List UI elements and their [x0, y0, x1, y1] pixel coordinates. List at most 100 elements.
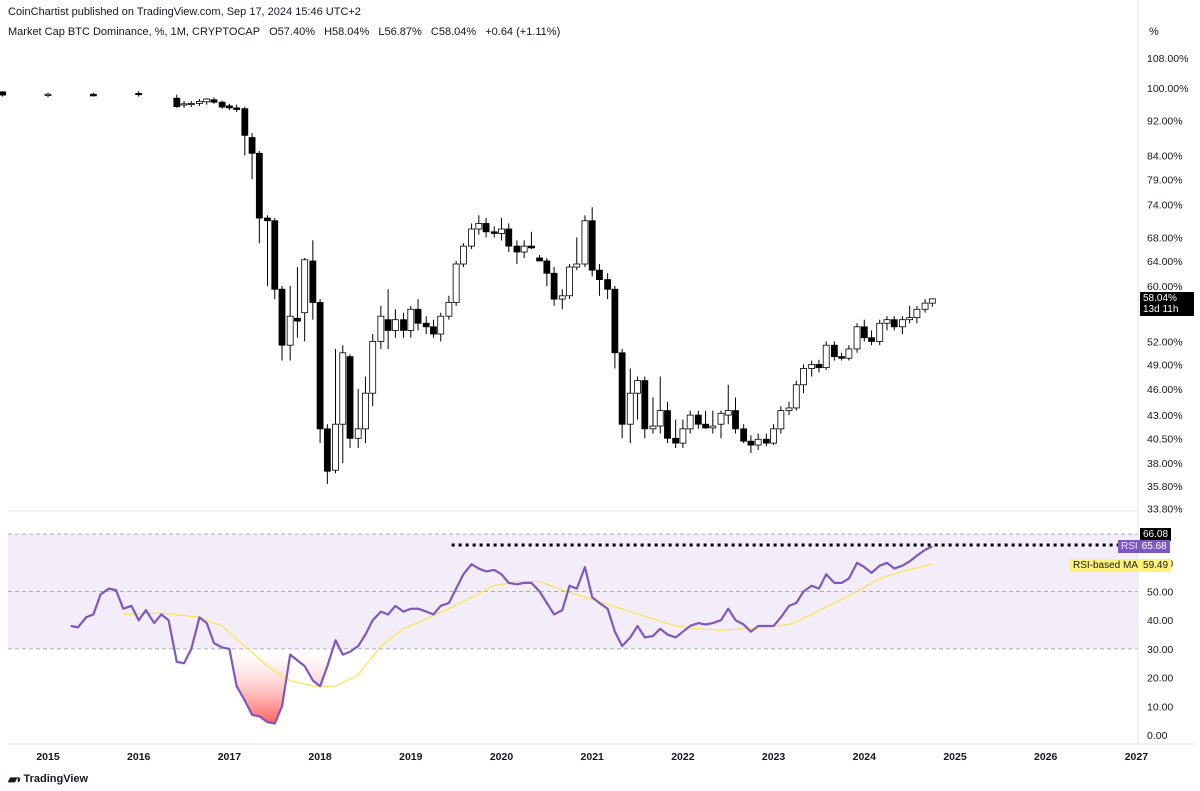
candle: [649, 397, 657, 434]
candle-body: [709, 425, 717, 429]
candle: [89, 92, 97, 97]
candle-body: [180, 103, 188, 106]
ohlc-low: L56.87%: [378, 26, 422, 38]
time-tick-label: 2019: [399, 751, 423, 763]
candle: [808, 360, 816, 377]
candle-body: [301, 259, 309, 314]
candle-body: [520, 245, 528, 253]
candle: [709, 410, 717, 434]
candle: [468, 223, 475, 250]
price-tick-label: 35.80%: [1147, 481, 1183, 493]
candle: [203, 98, 211, 105]
candle-body: [255, 152, 263, 219]
time-tick-label: 2027: [1125, 751, 1149, 763]
candle-body: [898, 319, 906, 328]
countdown-label: 13d 11h: [1143, 304, 1179, 315]
rsi-value-tag: RSI 65.68: [1118, 540, 1170, 553]
candle: [400, 312, 407, 338]
candle: [301, 257, 309, 342]
candle-body: [422, 322, 430, 328]
candle-body: [354, 428, 362, 439]
candle-body: [400, 319, 407, 331]
candle: [777, 406, 785, 434]
rsi-ma-label: RSI-based MA: [1073, 560, 1139, 571]
candle-body: [339, 352, 347, 425]
tradingview-logo[interactable]: ▰◗ TradingView: [8, 772, 88, 786]
candle: [264, 215, 271, 286]
price-axis-unit[interactable]: %: [1149, 26, 1159, 38]
rsi-ma-value: 59.49: [1143, 560, 1169, 571]
candle-body: [407, 308, 415, 331]
time-tick-label: 2021: [581, 751, 605, 763]
publisher-line: CoinChartist published on TradingView.co…: [8, 6, 361, 18]
candle: [679, 419, 687, 448]
candle: [686, 410, 694, 434]
candle-body: [868, 337, 875, 342]
candle-body: [498, 228, 505, 234]
candle-body: [785, 407, 793, 412]
candle: [490, 226, 498, 238]
candle: [604, 273, 612, 300]
candle: [876, 319, 884, 346]
time-axis[interactable]: 2015 2016 2017 2018 2019 2020 2021 2022 2023 2024…: [8, 743, 1195, 763]
candle: [543, 257, 551, 286]
candle-body: [278, 288, 286, 346]
candle-body: [740, 428, 748, 442]
candle: [566, 264, 573, 300]
candle: [792, 380, 800, 411]
time-tick-label: 2020: [490, 751, 514, 763]
candle: [391, 309, 399, 338]
time-tick-label: 2018: [308, 751, 332, 763]
candle-body: [883, 319, 891, 324]
price-tick-label: 68.00%: [1147, 232, 1183, 244]
price-axis[interactable]: 108.00% 100.00% 92.00% 84.00% 79.00% 74.00% 68…: [1137, 0, 1188, 744]
candle: [233, 104, 241, 112]
candle-body: [309, 260, 317, 303]
candle: [762, 433, 770, 447]
candle-body: [717, 412, 725, 425]
candle-body: [362, 392, 369, 430]
symbol-legend[interactable]: Market Cap BTC Dominance, %, 1M, CRYPTOC…: [8, 26, 566, 38]
candle-body: [225, 105, 233, 109]
candle-body: [460, 245, 467, 265]
candle: [339, 345, 347, 463]
rsi-ma-line: [123, 563, 933, 687]
candle: [294, 267, 301, 338]
candle-body: [414, 308, 422, 324]
candle-body: [853, 326, 861, 350]
candle-body: [762, 438, 770, 444]
time-tick-label: 2022: [671, 751, 695, 763]
symbol-name[interactable]: Market Cap BTC Dominance, %, 1M, CRYPTOC…: [8, 26, 261, 38]
candle-body: [218, 101, 226, 108]
rsi-pane[interactable]: [8, 533, 1138, 725]
candle: [528, 231, 535, 250]
candle-body: [581, 220, 589, 265]
candle: [286, 285, 294, 361]
candle-body: [173, 97, 181, 108]
candle-body: [770, 428, 777, 444]
current-price-tag: 58.04% 13d 11h: [1140, 292, 1194, 316]
candle-body: [286, 315, 294, 346]
candle: [890, 316, 898, 331]
candle-body: [800, 368, 807, 386]
candle-body: [550, 272, 558, 300]
candle: [558, 289, 566, 310]
candle-body: [724, 410, 732, 416]
price-tick-label: 46.00%: [1147, 384, 1183, 396]
price-tick-label: 100.00%: [1147, 83, 1188, 95]
candle: [853, 323, 861, 353]
candle-body: [271, 220, 279, 290]
candle: [672, 419, 680, 448]
candle-body: [203, 98, 211, 103]
rsi-line: [70, 545, 933, 725]
time-tick-label: 2023: [762, 751, 786, 763]
rsi-tick-label: 50.00: [1147, 587, 1173, 599]
candle: [407, 305, 415, 338]
candle: [452, 260, 460, 306]
candle-body: [876, 322, 884, 342]
candle-body: [430, 326, 437, 335]
candle-body: [505, 228, 513, 247]
candle: [815, 359, 823, 373]
